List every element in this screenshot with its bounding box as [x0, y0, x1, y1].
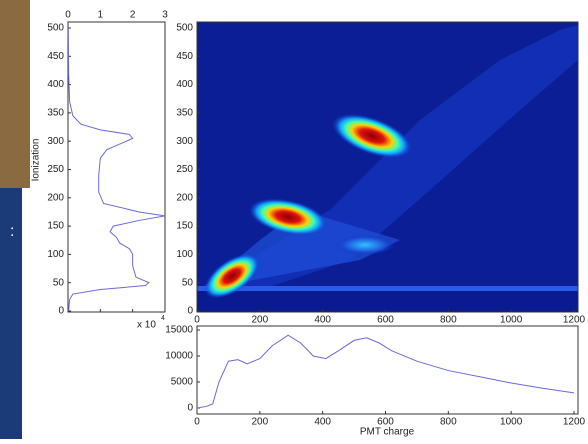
x-tick-label: 0 — [194, 417, 200, 428]
data-line — [196, 334, 575, 409]
y-tick-label: 150 — [176, 221, 193, 232]
slide-colon: : — [10, 223, 14, 240]
x-tick-label: 800 — [440, 315, 457, 326]
y-tick-label: 500 — [47, 23, 64, 34]
y-tick-label: 350 — [47, 108, 64, 119]
x-tick-label: 0 — [194, 315, 200, 326]
data-line — [67, 27, 166, 312]
x-tick-label: 600 — [377, 315, 394, 326]
y-tick-label: 10000 — [165, 351, 193, 362]
y-tick-label: 250 — [176, 164, 193, 175]
heatmap-blob — [248, 198, 328, 236]
x-tick-label: 600 — [377, 417, 394, 428]
y-tick-label: 100 — [47, 249, 64, 260]
y-tick-label: 100 — [176, 249, 193, 260]
y-tick-label: 350 — [176, 108, 193, 119]
x-tick-label: 2 — [130, 10, 136, 21]
x-tick-label: 1200 — [563, 315, 586, 326]
axes-frame — [196, 21, 579, 313]
heatmap-floor — [197, 291, 578, 312]
y-tick-label: 200 — [47, 192, 64, 203]
x-tick-label: 1200 — [563, 417, 586, 428]
y-tick-label: 500 — [176, 23, 193, 34]
x-tick-label: 800 — [440, 417, 457, 428]
photo — [0, 0, 30, 188]
x-axis-label: PMT charge — [360, 427, 415, 438]
x-tick-label: 1000 — [500, 417, 523, 428]
axes-frame — [196, 325, 579, 415]
heatmap-blob — [335, 235, 395, 255]
y-tick-label: 250 — [47, 164, 64, 175]
heatmap-line — [197, 286, 578, 291]
y-tick-label: 450 — [47, 51, 64, 62]
x-tick-label: 1 — [98, 10, 104, 21]
y-tick-label: 50 — [53, 277, 65, 288]
y-tick-label: 150 — [47, 221, 64, 232]
y-tick-label: 15000 — [165, 325, 193, 336]
y-tick-label: 5000 — [171, 377, 194, 388]
y-tick-label: 400 — [47, 79, 64, 90]
heatmap-blob — [204, 253, 260, 299]
y-tick-label: 400 — [176, 79, 193, 90]
heatmap — [197, 22, 578, 312]
y-tick-label: 300 — [176, 136, 193, 147]
y-tick-label: 0 — [187, 306, 193, 317]
y-axis-label: Ionization — [31, 139, 42, 182]
axis-multiplier-exponent: 4 — [161, 315, 165, 322]
x-tick-label: 400 — [314, 315, 331, 326]
x-tick-label: 200 — [251, 315, 268, 326]
x-tick-label: 0 — [65, 10, 71, 21]
y-tick-label: 0 — [58, 306, 64, 317]
axes-frame — [67, 21, 166, 313]
y-tick-label: 50 — [182, 277, 194, 288]
y-tick-label: 200 — [176, 192, 193, 203]
x-tick-label: 400 — [314, 417, 331, 428]
y-tick-label: 450 — [176, 51, 193, 62]
x-tick-label: 200 — [251, 417, 268, 428]
y-tick-label: 300 — [47, 136, 64, 147]
x-tick-label: 3 — [162, 10, 168, 21]
axis-multiplier: x 10 — [137, 320, 156, 331]
heatmap-blob — [332, 113, 412, 159]
y-tick-label: 0 — [187, 403, 193, 414]
x-tick-label: 1000 — [500, 315, 523, 326]
